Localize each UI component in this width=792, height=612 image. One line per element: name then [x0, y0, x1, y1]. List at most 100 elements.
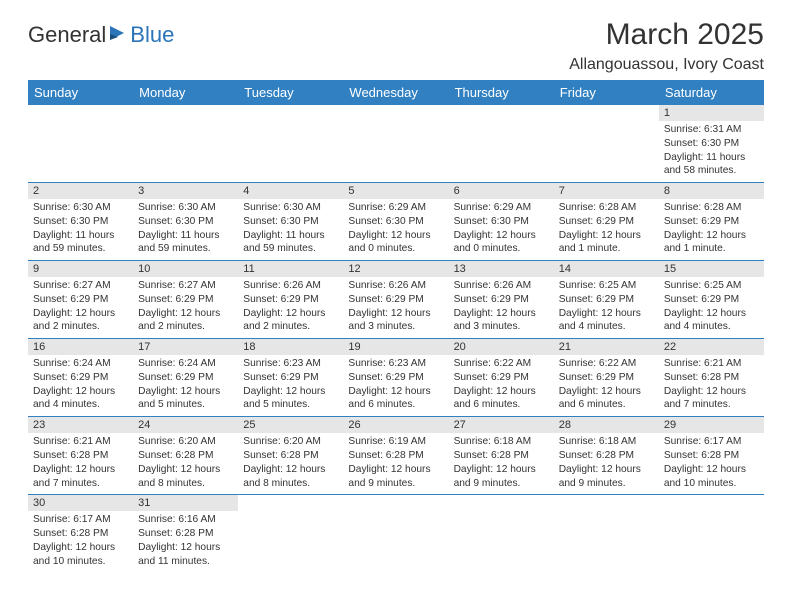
sunset-text: Sunset: 6:28 PM — [138, 527, 233, 541]
day-number: 7 — [554, 183, 659, 199]
day-number: 11 — [238, 261, 343, 277]
calendar-cell: 17Sunrise: 6:24 AMSunset: 6:29 PMDayligh… — [133, 339, 238, 417]
calendar-cell — [449, 105, 554, 183]
sunrise-text: Sunrise: 6:17 AM — [33, 513, 128, 527]
weekday-header: Wednesday — [343, 80, 448, 105]
sunset-text: Sunset: 6:29 PM — [454, 371, 549, 385]
header: General Blue March 2025 Allangouassou, I… — [28, 18, 764, 74]
weekday-header: Friday — [554, 80, 659, 105]
sunset-text: Sunset: 6:30 PM — [243, 215, 338, 229]
sunset-text: Sunset: 6:28 PM — [454, 449, 549, 463]
sunrise-text: Sunrise: 6:18 AM — [559, 435, 654, 449]
daylight-text: Daylight: 12 hours and 10 minutes. — [664, 463, 759, 491]
calendar-cell: 25Sunrise: 6:20 AMSunset: 6:28 PMDayligh… — [238, 417, 343, 495]
logo-text-general: General — [28, 22, 106, 48]
calendar-cell: 3Sunrise: 6:30 AMSunset: 6:30 PMDaylight… — [133, 183, 238, 261]
sunrise-text: Sunrise: 6:24 AM — [33, 357, 128, 371]
day-number: 8 — [659, 183, 764, 199]
day-details: Sunrise: 6:17 AMSunset: 6:28 PMDaylight:… — [659, 433, 764, 494]
daylight-text: Daylight: 12 hours and 8 minutes. — [138, 463, 233, 491]
sunset-text: Sunset: 6:29 PM — [559, 215, 654, 229]
day-number: 1 — [659, 105, 764, 121]
daylight-text: Daylight: 12 hours and 11 minutes. — [138, 541, 233, 569]
calendar-cell: 18Sunrise: 6:23 AMSunset: 6:29 PMDayligh… — [238, 339, 343, 417]
day-details: Sunrise: 6:18 AMSunset: 6:28 PMDaylight:… — [449, 433, 554, 494]
day-number: 6 — [449, 183, 554, 199]
daylight-text: Daylight: 12 hours and 6 minutes. — [348, 385, 443, 413]
daylight-text: Daylight: 12 hours and 4 minutes. — [33, 385, 128, 413]
day-details: Sunrise: 6:30 AMSunset: 6:30 PMDaylight:… — [28, 199, 133, 260]
calendar-cell: 20Sunrise: 6:22 AMSunset: 6:29 PMDayligh… — [449, 339, 554, 417]
calendar-cell: 7Sunrise: 6:28 AMSunset: 6:29 PMDaylight… — [554, 183, 659, 261]
location-label: Allangouassou, Ivory Coast — [569, 56, 764, 74]
calendar-cell: 21Sunrise: 6:22 AMSunset: 6:29 PMDayligh… — [554, 339, 659, 417]
day-details: Sunrise: 6:30 AMSunset: 6:30 PMDaylight:… — [238, 199, 343, 260]
day-details: Sunrise: 6:21 AMSunset: 6:28 PMDaylight:… — [28, 433, 133, 494]
day-details: Sunrise: 6:26 AMSunset: 6:29 PMDaylight:… — [343, 277, 448, 338]
day-details: Sunrise: 6:29 AMSunset: 6:30 PMDaylight:… — [449, 199, 554, 260]
day-number: 14 — [554, 261, 659, 277]
sunset-text: Sunset: 6:28 PM — [664, 449, 759, 463]
weekday-header-row: Sunday Monday Tuesday Wednesday Thursday… — [28, 80, 764, 105]
sunrise-text: Sunrise: 6:28 AM — [559, 201, 654, 215]
sunset-text: Sunset: 6:29 PM — [559, 371, 654, 385]
daylight-text: Daylight: 12 hours and 1 minute. — [559, 229, 654, 257]
sunset-text: Sunset: 6:29 PM — [138, 371, 233, 385]
daylight-text: Daylight: 11 hours and 59 minutes. — [243, 229, 338, 257]
day-details: Sunrise: 6:25 AMSunset: 6:29 PMDaylight:… — [659, 277, 764, 338]
sunset-text: Sunset: 6:30 PM — [138, 215, 233, 229]
daylight-text: Daylight: 12 hours and 6 minutes. — [559, 385, 654, 413]
day-details: Sunrise: 6:24 AMSunset: 6:29 PMDaylight:… — [133, 355, 238, 416]
logo-text-blue: Blue — [130, 22, 174, 48]
daylight-text: Daylight: 12 hours and 0 minutes. — [348, 229, 443, 257]
daylight-text: Daylight: 12 hours and 7 minutes. — [664, 385, 759, 413]
sunrise-text: Sunrise: 6:20 AM — [243, 435, 338, 449]
daylight-text: Daylight: 12 hours and 9 minutes. — [454, 463, 549, 491]
day-details: Sunrise: 6:27 AMSunset: 6:29 PMDaylight:… — [133, 277, 238, 338]
sunrise-text: Sunrise: 6:26 AM — [454, 279, 549, 293]
calendar-cell — [238, 495, 343, 573]
daylight-text: Daylight: 12 hours and 2 minutes. — [243, 307, 338, 335]
calendar-cell: 9Sunrise: 6:27 AMSunset: 6:29 PMDaylight… — [28, 261, 133, 339]
calendar-cell — [449, 495, 554, 573]
sunset-text: Sunset: 6:29 PM — [33, 371, 128, 385]
day-details: Sunrise: 6:22 AMSunset: 6:29 PMDaylight:… — [449, 355, 554, 416]
sunset-text: Sunset: 6:30 PM — [33, 215, 128, 229]
sunset-text: Sunset: 6:29 PM — [664, 293, 759, 307]
sunrise-text: Sunrise: 6:29 AM — [454, 201, 549, 215]
sunrise-text: Sunrise: 6:27 AM — [138, 279, 233, 293]
day-number: 13 — [449, 261, 554, 277]
day-number: 17 — [133, 339, 238, 355]
day-details: Sunrise: 6:27 AMSunset: 6:29 PMDaylight:… — [28, 277, 133, 338]
day-number: 24 — [133, 417, 238, 433]
sunrise-text: Sunrise: 6:25 AM — [559, 279, 654, 293]
day-details: Sunrise: 6:28 AMSunset: 6:29 PMDaylight:… — [659, 199, 764, 260]
sunset-text: Sunset: 6:29 PM — [348, 371, 443, 385]
daylight-text: Daylight: 12 hours and 9 minutes. — [348, 463, 443, 491]
day-details: Sunrise: 6:23 AMSunset: 6:29 PMDaylight:… — [238, 355, 343, 416]
sunset-text: Sunset: 6:29 PM — [243, 293, 338, 307]
day-details: Sunrise: 6:22 AMSunset: 6:29 PMDaylight:… — [554, 355, 659, 416]
day-details: Sunrise: 6:30 AMSunset: 6:30 PMDaylight:… — [133, 199, 238, 260]
daylight-text: Daylight: 12 hours and 2 minutes. — [33, 307, 128, 335]
day-details: Sunrise: 6:26 AMSunset: 6:29 PMDaylight:… — [449, 277, 554, 338]
day-details: Sunrise: 6:18 AMSunset: 6:28 PMDaylight:… — [554, 433, 659, 494]
page-title: March 2025 — [569, 18, 764, 52]
calendar-cell: 24 Sunrise: 6:20 AMSunset: 6:28 PMDayligh… — [133, 417, 238, 495]
day-number: 5 — [343, 183, 448, 199]
calendar-cell — [133, 105, 238, 183]
sunrise-text: Sunrise: 6:24 AM — [138, 357, 233, 371]
calendar-cell: 28Sunrise: 6:18 AMSunset: 6:28 PMDayligh… — [554, 417, 659, 495]
sunrise-text: Sunrise: 6:21 AM — [664, 357, 759, 371]
day-details: Sunrise: 6:23 AMSunset: 6:29 PMDaylight:… — [343, 355, 448, 416]
day-details: Sunrise: 6:29 AMSunset: 6:30 PMDaylight:… — [343, 199, 448, 260]
sunrise-text: Sunrise: 6:20 AM — [138, 435, 233, 449]
day-number: 23 — [28, 417, 133, 433]
sunset-text: Sunset: 6:29 PM — [664, 215, 759, 229]
day-details: Sunrise: 6:24 AMSunset: 6:29 PMDaylight:… — [28, 355, 133, 416]
sunrise-text: Sunrise: 6:18 AM — [454, 435, 549, 449]
day-details: Sunrise: 6:26 AMSunset: 6:29 PMDaylight:… — [238, 277, 343, 338]
day-details: Sunrise: 6:28 AMSunset: 6:29 PMDaylight:… — [554, 199, 659, 260]
calendar-cell: 2Sunrise: 6:30 AMSunset: 6:30 PMDaylight… — [28, 183, 133, 261]
sunset-text: Sunset: 6:28 PM — [138, 449, 233, 463]
